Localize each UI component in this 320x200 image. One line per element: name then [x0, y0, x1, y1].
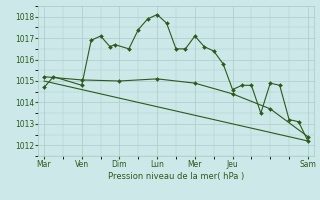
X-axis label: Pression niveau de la mer( hPa ): Pression niveau de la mer( hPa )	[108, 172, 244, 181]
